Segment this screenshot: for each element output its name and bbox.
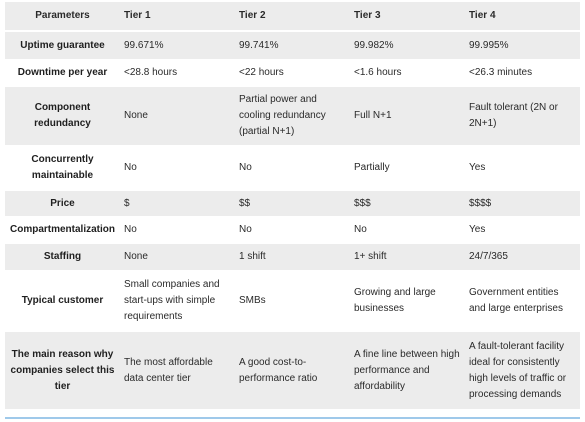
table-cell: Fault tolerant (2N or 2N+1) bbox=[465, 85, 580, 146]
table-cell: Yes bbox=[465, 145, 580, 190]
table-cell: No bbox=[120, 216, 235, 243]
table-cell: No bbox=[235, 145, 350, 190]
table-cell: 99.982% bbox=[350, 30, 465, 60]
table-cell: A good cost-to-performance ratio bbox=[235, 330, 350, 409]
header-tier-3: Tier 3 bbox=[350, 0, 465, 31]
table-cell: None bbox=[120, 242, 235, 271]
table-cell: Full N+1 bbox=[350, 85, 465, 146]
table-cell: <28.8 hours bbox=[120, 59, 235, 86]
row-label: Uptime guarantee bbox=[5, 30, 120, 60]
table-cell: Government entities and large enterprise… bbox=[465, 270, 580, 331]
table-cell: 99.995% bbox=[465, 30, 580, 60]
table-cell: Partially bbox=[350, 145, 465, 190]
row-label: Compartmentalization bbox=[5, 216, 120, 243]
table-cell: SMBs bbox=[235, 270, 350, 331]
table-cell: 1 shift bbox=[235, 242, 350, 271]
table-header-row: Parameters Tier 1 Tier 2 Tier 3 Tier 4 bbox=[5, 0, 580, 31]
table-row-customer: Typical customer Small companies and sta… bbox=[5, 270, 580, 331]
table-row-redundancy: Component redundancy None Partial power … bbox=[5, 85, 580, 146]
table-cell: $$$ bbox=[350, 189, 465, 217]
table-cell: <22 hours bbox=[235, 59, 350, 86]
table-cell: $$$$ bbox=[465, 189, 580, 217]
table-cell: Growing and large businesses bbox=[350, 270, 465, 331]
table-cell: Partial power and cooling redundancy (pa… bbox=[235, 85, 350, 146]
table-cell: Small companies and start-ups with simpl… bbox=[120, 270, 235, 331]
table-cell: A fault-tolerant facility ideal for cons… bbox=[465, 330, 580, 409]
table-row-main-reason: The main reason why companies select thi… bbox=[5, 330, 580, 409]
row-label: Concurrently maintainable bbox=[5, 145, 120, 190]
table-row-staffing: Staffing None 1 shift 1+ shift 24/7/365 bbox=[5, 242, 580, 271]
table-cell: A fine line between high performance and… bbox=[350, 330, 465, 409]
table-cell: Yes bbox=[465, 216, 580, 243]
table-cell: 24/7/365 bbox=[465, 242, 580, 271]
table-row-downtime: Downtime per year <28.8 hours <22 hours … bbox=[5, 59, 580, 86]
header-tier-4: Tier 4 bbox=[465, 0, 580, 31]
table-cell: 99.671% bbox=[120, 30, 235, 60]
bottom-divider bbox=[5, 417, 580, 419]
header-parameters: Parameters bbox=[5, 0, 120, 31]
row-label: Component redundancy bbox=[5, 85, 120, 146]
tier-comparison-table: Parameters Tier 1 Tier 2 Tier 3 Tier 4 U… bbox=[5, 0, 580, 409]
table-cell: None bbox=[120, 85, 235, 146]
table-row-uptime: Uptime guarantee 99.671% 99.741% 99.982%… bbox=[5, 30, 580, 60]
table-cell: No bbox=[120, 145, 235, 190]
table-row-price: Price $ $$ $$$ $$$$ bbox=[5, 189, 580, 217]
row-label: Price bbox=[5, 189, 120, 217]
table-cell: No bbox=[350, 216, 465, 243]
table-cell: $$ bbox=[235, 189, 350, 217]
row-label: Typical customer bbox=[5, 270, 120, 331]
table-cell: No bbox=[235, 216, 350, 243]
table-row-compartmentalization: Compartmentalization No No No Yes bbox=[5, 216, 580, 243]
header-tier-2: Tier 2 bbox=[235, 0, 350, 31]
table-row-maintainable: Concurrently maintainable No No Partiall… bbox=[5, 145, 580, 190]
table-cell: <1.6 hours bbox=[350, 59, 465, 86]
header-tier-1: Tier 1 bbox=[120, 0, 235, 31]
table-cell: $ bbox=[120, 189, 235, 217]
row-label: Staffing bbox=[5, 242, 120, 271]
table-cell: The most affordable data center tier bbox=[120, 330, 235, 409]
row-label: The main reason why companies select thi… bbox=[5, 330, 120, 409]
table-cell: <26.3 minutes bbox=[465, 59, 580, 86]
row-label: Downtime per year bbox=[5, 59, 120, 86]
table-cell: 99.741% bbox=[235, 30, 350, 60]
table-cell: 1+ shift bbox=[350, 242, 465, 271]
